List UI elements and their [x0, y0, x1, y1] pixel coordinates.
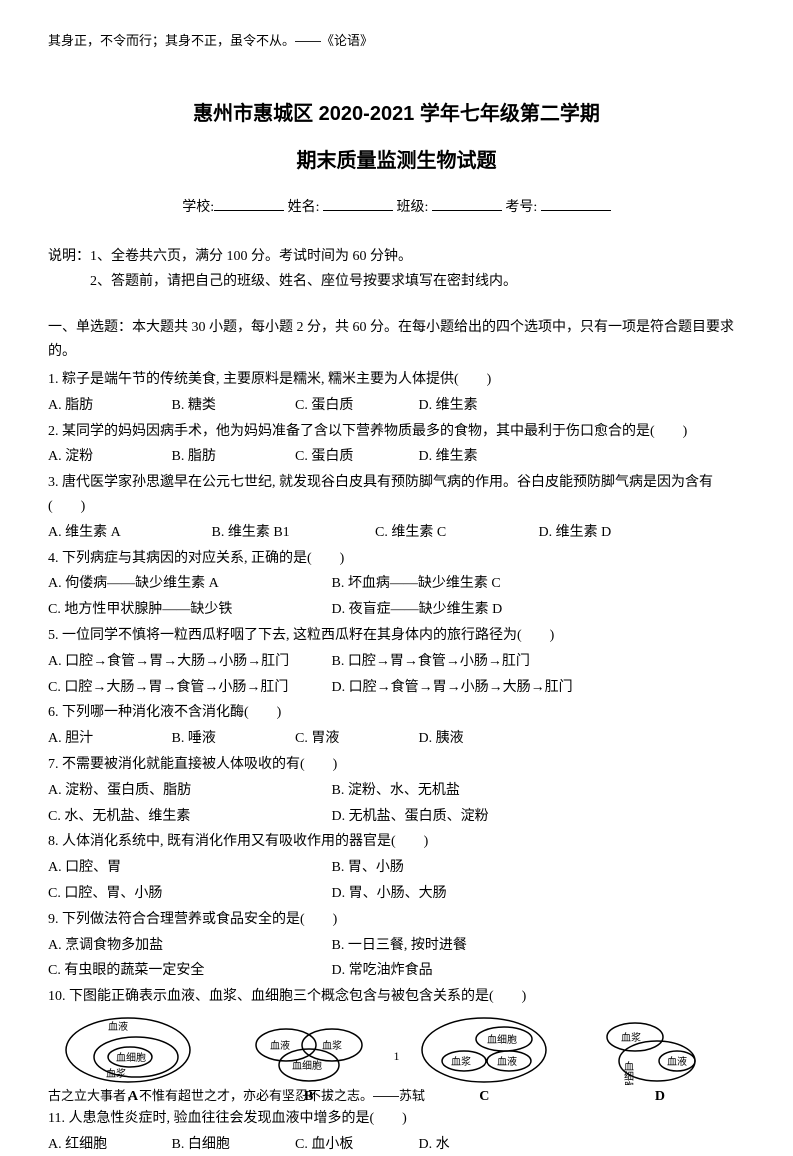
examno-blank[interactable] — [541, 195, 611, 211]
q1-opt-c: C. 蛋白质 — [295, 394, 415, 418]
q8-opt-b: B. 胃、小肠 — [332, 856, 612, 880]
q5-text: 5. 一位同学不慎将一粒西瓜籽咽了下去, 这粒西瓜籽在其身体内的旅行路径为( ) — [48, 624, 745, 648]
q5-opt-b: B. 口腔→胃→食管→小肠→肛门 — [332, 650, 612, 674]
q11-opt-c: C. 血小板 — [295, 1133, 415, 1156]
class-label: 班级: — [397, 200, 429, 215]
name-blank[interactable] — [323, 195, 393, 211]
examno-label: 考号: — [505, 200, 537, 215]
section-intro: 一、单选题：本大题共 30 小题，每小题 2 分，共 60 分。在每小题给出的四… — [48, 316, 745, 364]
q5-opt-d: D. 口腔→食管→胃→小肠→大肠→肛门 — [332, 676, 612, 700]
school-label: 学校: — [182, 200, 214, 215]
q2-opt-a: A. 淀粉 — [48, 445, 168, 469]
q11-opt-a: A. 红细胞 — [48, 1133, 168, 1156]
diagram-d-label: D — [655, 1089, 665, 1105]
q8-opt-c: C. 口腔、胃、小肠 — [48, 882, 328, 906]
q7-opt-a: A. 淀粉、蛋白质、脂肪 — [48, 779, 328, 803]
class-blank[interactable] — [432, 195, 502, 211]
q4-opt-c: C. 地方性甲状腺肿——缺少铁 — [48, 598, 328, 622]
q4-opt-b: B. 坏血病——缺少维生素 C — [332, 572, 612, 596]
q5-options-ab: A. 口腔→食管→胃→大肠→小肠→肛门 B. 口腔→胃→食管→小肠→肛门 — [48, 650, 745, 674]
q7-opt-d: D. 无机盐、蛋白质、淀粉 — [332, 805, 612, 829]
q5-options-cd: C. 口腔→大肠→胃→食管→小肠→肛门 D. 口腔→食管→胃→小肠→大肠→肛门 — [48, 676, 745, 700]
q2-text: 2. 某同学的妈妈因病手术，他为妈妈准备了含以下营养物质最多的食物，其中最利于伤… — [48, 420, 745, 444]
q7-options-ab: A. 淀粉、蛋白质、脂肪 B. 淀粉、水、无机盐 — [48, 779, 745, 803]
svg-text:血细胞: 血细胞 — [487, 1033, 517, 1046]
q4-opt-d: D. 夜盲症——缺少维生素 D — [332, 598, 612, 622]
q8-options-cd: C. 口腔、胃、小肠 D. 胃、小肠、大肠 — [48, 882, 745, 906]
q5-opt-a: A. 口腔→食管→胃→大肠→小肠→肛门 — [48, 650, 328, 674]
svg-text:血浆: 血浆 — [621, 1031, 641, 1044]
q3-opt-d: D. 维生素 D — [539, 521, 699, 545]
q2-options: A. 淀粉 B. 脂肪 C. 蛋白质 D. 维生素 — [48, 445, 745, 469]
school-blank[interactable] — [214, 195, 284, 211]
name-label: 姓名: — [288, 200, 320, 215]
q1-opt-a: A. 脂肪 — [48, 394, 168, 418]
q1-opt-b: B. 糖类 — [172, 394, 292, 418]
q3-text: 3. 唐代医学家孙思邈早在公元七世纪, 就发现谷白皮具有预防脚气病的作用。谷白皮… — [48, 471, 745, 519]
q8-opt-a: A. 口腔、胃 — [48, 856, 328, 880]
instructions: 说明：1、全卷共六页，满分 100 分。考试时间为 60 分钟。 2、答题前，请… — [48, 244, 745, 294]
svg-text:血液: 血液 — [108, 1020, 128, 1033]
q11-options: A. 红细胞 B. 白细胞 C. 血小板 D. 水 — [48, 1133, 745, 1156]
q6-options: A. 胆汁 B. 唾液 C. 胃液 D. 胰液 — [48, 727, 745, 751]
instructions-line1: 说明：1、全卷共六页，满分 100 分。考试时间为 60 分钟。 — [48, 244, 745, 269]
q5-opt-c: C. 口腔→大肠→胃→食管→小肠→肛门 — [48, 676, 328, 700]
q2-opt-c: C. 蛋白质 — [295, 445, 415, 469]
instructions-line2: 2、答题前，请把自己的班级、姓名、座位号按要求填写在密封线内。 — [48, 269, 745, 294]
q1-options: A. 脂肪 B. 糖类 C. 蛋白质 D. 维生素 — [48, 394, 745, 418]
q6-opt-b: B. 唾液 — [172, 727, 292, 751]
q9-options-cd: C. 有虫眼的蔬菜一定安全 D. 常吃油炸食品 — [48, 959, 745, 983]
q9-opt-a: A. 烹调食物多加盐 — [48, 934, 328, 958]
bottom-quote: 古之立大事者，不惟有超世之才，亦必有坚忍不拔之志。——苏轼 — [48, 1085, 425, 1104]
q2-opt-d: D. 维生素 — [419, 445, 539, 469]
q4-text: 4. 下列病症与其病因的对应关系, 正确的是( ) — [48, 547, 745, 571]
q10-text: 10. 下图能正确表示血液、血浆、血细胞三个概念包含与被包含关系的是( ) — [48, 985, 745, 1009]
q1-opt-d: D. 维生素 — [419, 394, 539, 418]
q2-opt-b: B. 脂肪 — [172, 445, 292, 469]
q3-opt-b: B. 维生素 B1 — [212, 521, 372, 545]
q9-opt-d: D. 常吃油炸食品 — [332, 959, 612, 983]
q8-opt-d: D. 胃、小肠、大肠 — [332, 882, 612, 906]
q11-opt-d: D. 水 — [419, 1133, 539, 1156]
q9-opt-c: C. 有虫眼的蔬菜一定安全 — [48, 959, 328, 983]
q4-options-ab: A. 佝偻病——缺少维生素 A B. 坏血病——缺少维生素 C — [48, 572, 745, 596]
top-quote: 其身正，不令而行；其身不正，虽令不从。——《论语》 — [48, 30, 745, 49]
q3-opt-c: C. 维生素 C — [375, 521, 535, 545]
q11-opt-b: B. 白细胞 — [172, 1133, 292, 1156]
q3-options: A. 维生素 A B. 维生素 B1 C. 维生素 C D. 维生素 D — [48, 521, 745, 545]
q7-opt-c: C. 水、无机盐、维生素 — [48, 805, 328, 829]
q4-options-cd: C. 地方性甲状腺肿——缺少铁 D. 夜盲症——缺少维生素 D — [48, 598, 745, 622]
q6-opt-c: C. 胃液 — [295, 727, 415, 751]
q9-options-ab: A. 烹调食物多加盐 B. 一日三餐, 按时进餐 — [48, 934, 745, 958]
q4-opt-a: A. 佝偻病——缺少维生素 A — [48, 572, 328, 596]
q7-options-cd: C. 水、无机盐、维生素 D. 无机盐、蛋白质、淀粉 — [48, 805, 745, 829]
q7-opt-b: B. 淀粉、水、无机盐 — [332, 779, 612, 803]
q8-text: 8. 人体消化系统中, 既有消化作用又有吸收作用的器官是( ) — [48, 830, 745, 854]
title-main: 惠州市惠城区 2020-2021 学年七年级第二学期 — [48, 97, 745, 126]
q9-text: 9. 下列做法符合合理营养或食品安全的是( ) — [48, 908, 745, 932]
page-number: 1 — [0, 1049, 793, 1064]
title-sub: 期末质量监测生物试题 — [48, 144, 745, 173]
q3-opt-a: A. 维生素 A — [48, 521, 208, 545]
q1-text: 1. 粽子是端午节的传统美食, 主要原料是糯米, 糯米主要为人体提供( ) — [48, 368, 745, 392]
student-info-line: 学校: 姓名: 班级: 考号: — [48, 195, 745, 216]
diagram-c-label: C — [479, 1089, 489, 1105]
q6-opt-a: A. 胆汁 — [48, 727, 168, 751]
q7-text: 7. 不需要被消化就能直接被人体吸收的有( ) — [48, 753, 745, 777]
q9-opt-b: B. 一日三餐, 按时进餐 — [332, 934, 612, 958]
q6-opt-d: D. 胰液 — [419, 727, 539, 751]
q6-text: 6. 下列哪一种消化液不含消化酶( ) — [48, 701, 745, 725]
q8-options-ab: A. 口腔、胃 B. 胃、小肠 — [48, 856, 745, 880]
q11-text: 11. 人患急性炎症时, 验血往往会发现血液中增多的是( ) — [48, 1107, 745, 1131]
svg-text:血浆: 血浆 — [106, 1067, 126, 1080]
